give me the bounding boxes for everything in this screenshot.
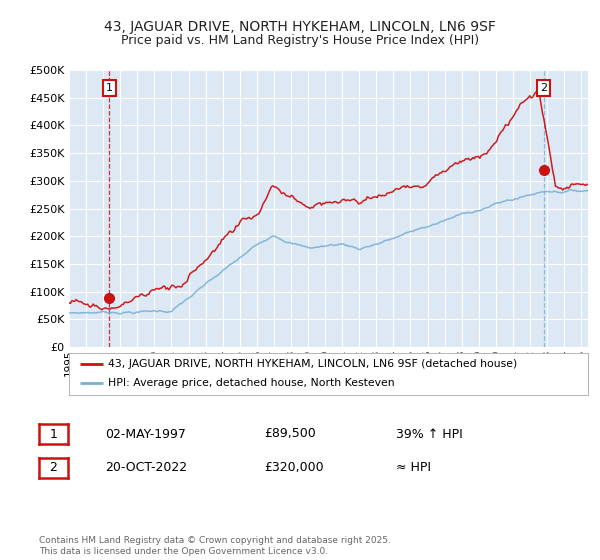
Text: 43, JAGUAR DRIVE, NORTH HYKEHAM, LINCOLN, LN6 9SF (detached house): 43, JAGUAR DRIVE, NORTH HYKEHAM, LINCOLN… <box>108 359 517 369</box>
Text: 20-OCT-2022: 20-OCT-2022 <box>105 461 187 474</box>
Text: 2: 2 <box>540 83 547 93</box>
Text: 39% ↑ HPI: 39% ↑ HPI <box>396 427 463 441</box>
Text: 2: 2 <box>49 461 58 474</box>
Text: 43, JAGUAR DRIVE, NORTH HYKEHAM, LINCOLN, LN6 9SF: 43, JAGUAR DRIVE, NORTH HYKEHAM, LINCOLN… <box>104 20 496 34</box>
Text: ≈ HPI: ≈ HPI <box>396 461 431 474</box>
Text: 1: 1 <box>106 83 113 93</box>
Text: £320,000: £320,000 <box>264 461 323 474</box>
Text: £89,500: £89,500 <box>264 427 316 441</box>
Text: 1: 1 <box>49 427 58 441</box>
Text: HPI: Average price, detached house, North Kesteven: HPI: Average price, detached house, Nort… <box>108 379 395 389</box>
Text: 02-MAY-1997: 02-MAY-1997 <box>105 427 186 441</box>
Text: Price paid vs. HM Land Registry's House Price Index (HPI): Price paid vs. HM Land Registry's House … <box>121 34 479 46</box>
Text: Contains HM Land Registry data © Crown copyright and database right 2025.
This d: Contains HM Land Registry data © Crown c… <box>39 536 391 556</box>
